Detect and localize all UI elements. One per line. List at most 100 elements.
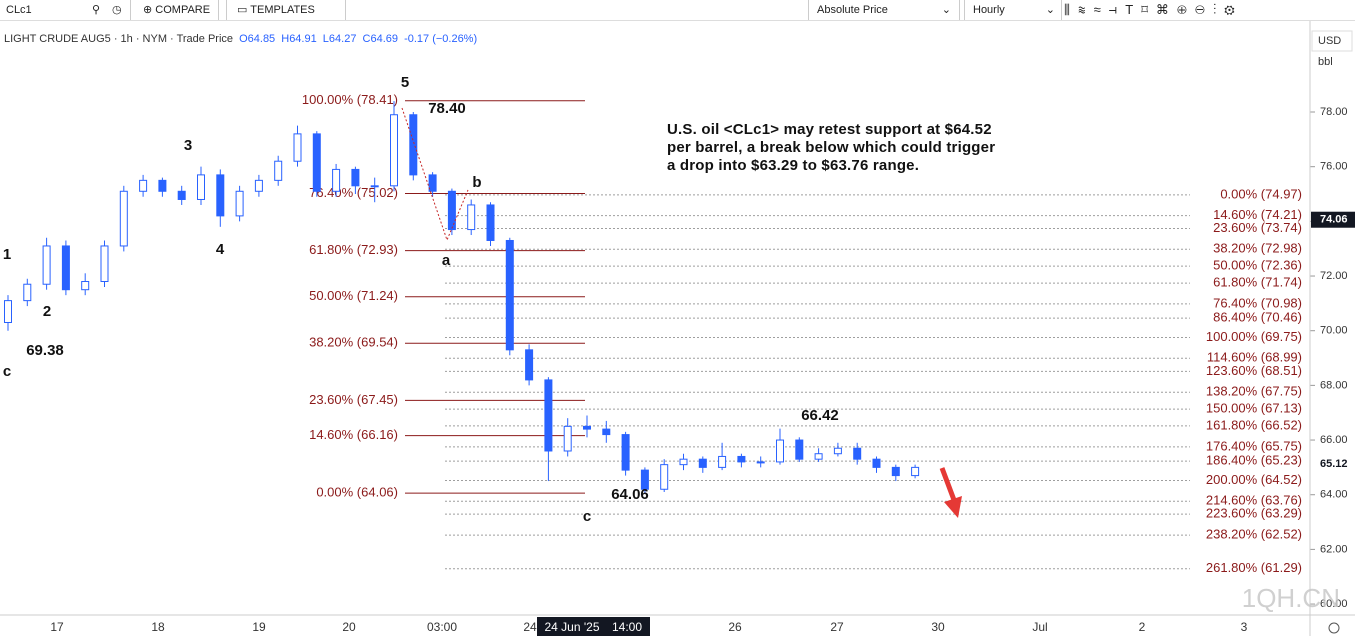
candle-body <box>698 458 707 468</box>
wave-label: 4 <box>216 241 225 258</box>
time-axis: 17 18 19 20 03:00 24 26 27 30 Jul 2 3 24… <box>50 617 1248 636</box>
compare-button[interactable]: ⊕ COMPARE <box>130 0 220 20</box>
tool-icons[interactable]: ⫼≋≈⊣T⌑⌘⊕⊖⋮⚙ <box>1064 2 1243 17</box>
extension-label: 76.40% (70.98) <box>1213 295 1302 310</box>
candle-body <box>640 469 649 490</box>
y-tick-label: 66.00 <box>1320 434 1348 446</box>
search-icon[interactable]: ⚲ <box>92 4 101 16</box>
candle-body <box>23 283 32 302</box>
toolbar: CLc1 ⚲ ◷ ⊕ COMPARE ▭ TEMPLATES Absolute … <box>0 0 1355 21</box>
y-tick-label: 72.00 <box>1320 270 1348 282</box>
price-mode-select[interactable]: Absolute Price ⌄ <box>808 0 960 20</box>
candle-body <box>409 114 418 176</box>
y-tick-label: 68.00 <box>1320 379 1348 391</box>
retracement-label: 76.40% (75.02) <box>309 185 398 200</box>
extension-label: 138.20% (67.75) <box>1206 384 1302 399</box>
time-label: 30 <box>931 620 945 634</box>
candle-body <box>679 458 688 466</box>
price-label: 66.42 <box>801 407 839 424</box>
candle-body <box>100 245 109 282</box>
candle-body <box>197 174 205 200</box>
wave-label: 1 <box>3 246 11 263</box>
extension-label: 23.60% (73.74) <box>1213 220 1302 235</box>
currency[interactable]: USD <box>1318 35 1341 47</box>
note: U.S. oil <CLc1> may retest support at $6… <box>667 121 995 174</box>
price-tag <box>1311 456 1355 473</box>
wave-label: 3 <box>184 137 192 154</box>
candle-body <box>139 179 148 192</box>
change: -0.17 (−0.26%) <box>404 33 478 45</box>
candle-body <box>756 461 765 464</box>
candle-body <box>293 133 302 162</box>
candle-body <box>583 425 591 430</box>
down-arrow <box>939 467 962 518</box>
candle-body <box>351 168 360 187</box>
time-label: Jul <box>1032 620 1047 634</box>
retracement-label: 50.00% (71.24) <box>309 288 398 303</box>
time-label: 24 <box>523 620 537 634</box>
extension-label: 0.00% (74.97) <box>1220 186 1302 201</box>
candle-body <box>312 133 321 192</box>
crosshair-time: 14:00 <box>612 620 642 634</box>
currency-box[interactable] <box>1311 30 1353 52</box>
candle-body <box>486 204 495 241</box>
settings-icon[interactable] <box>1328 622 1340 634</box>
extension-label: 114.60% (68.99) <box>1207 350 1302 365</box>
extension-label: 214.60% (63.76) <box>1206 493 1302 508</box>
candle-body <box>718 455 727 468</box>
y-tick-label: 64.00 <box>1320 489 1348 501</box>
price-tag <box>1311 211 1355 228</box>
templates-icon: ▭ <box>237 4 251 16</box>
extension-label: 176.40% (65.75) <box>1206 438 1302 453</box>
dropdown-icon: ⌄ <box>1045 4 1055 16</box>
y-tick-label: 78.00 <box>1320 106 1348 118</box>
templates-button[interactable]: ▭ TEMPLATES <box>226 0 346 20</box>
candle-body <box>563 425 572 452</box>
candle-body <box>235 190 244 217</box>
candle-body <box>911 466 920 477</box>
interval-select[interactable]: Hourly ⌄ <box>964 0 1062 20</box>
wave-label: 2 <box>43 303 51 320</box>
open: O64.85 <box>239 33 276 45</box>
candle-body <box>254 179 263 192</box>
candle-body <box>390 114 398 187</box>
templates-label: TEMPLATES <box>250 4 315 16</box>
clock-icon[interactable]: ◷ <box>112 4 122 16</box>
price-label: 64.06 <box>611 486 649 503</box>
extension-label: 238.20% (62.52) <box>1206 527 1302 542</box>
extension-label: 200.00% (64.52) <box>1206 472 1302 487</box>
time-label: 26 <box>728 620 742 634</box>
candle-body <box>602 428 611 436</box>
watermark: 1QH.CN <box>1242 583 1340 613</box>
candle-body <box>621 434 630 471</box>
wave-label: b <box>472 174 481 191</box>
candle-body <box>119 190 128 247</box>
price-label: 69.38 <box>26 342 64 359</box>
symbol-search[interactable]: CLc1 <box>6 4 32 16</box>
instrument: LIGHT CRUDE AUG5 · 1h · NYM · Trade Pric… <box>4 33 234 45</box>
y-tick-label: 76.00 <box>1320 161 1348 173</box>
extension-label: 261.80% (61.29) <box>1206 560 1302 575</box>
price-mode: Absolute Price <box>817 4 888 16</box>
crosshair-box <box>537 617 650 636</box>
candle-body <box>158 179 167 192</box>
y-tick-label: 70.00 <box>1320 325 1348 337</box>
crosshair-date: 24 Jun '25 <box>544 620 599 634</box>
unit[interactable]: bbl <box>1318 56 1333 68</box>
candle-body <box>332 168 341 192</box>
retracement-label: 0.00% (64.06) <box>316 485 398 500</box>
candle-body <box>795 439 804 460</box>
candle-body <box>177 190 186 200</box>
plot-layer: 78.0076.0074.0072.0070.0068.0066.0064.00… <box>4 92 1355 610</box>
time-label: 18 <box>151 620 165 634</box>
low: L64.27 <box>322 33 357 45</box>
candle-body <box>447 190 456 231</box>
extension-label: 38.20% (72.98) <box>1213 241 1302 256</box>
price-tag-label: 74.06 <box>1320 214 1348 226</box>
compare-icon: ⊕ <box>143 4 156 16</box>
extension-label: 150.00% (67.13) <box>1206 401 1302 416</box>
note-line: per barrel, a break below which could tr… <box>667 139 995 156</box>
candle-body <box>525 349 534 381</box>
dropdown-icon: ⌄ <box>941 4 951 16</box>
